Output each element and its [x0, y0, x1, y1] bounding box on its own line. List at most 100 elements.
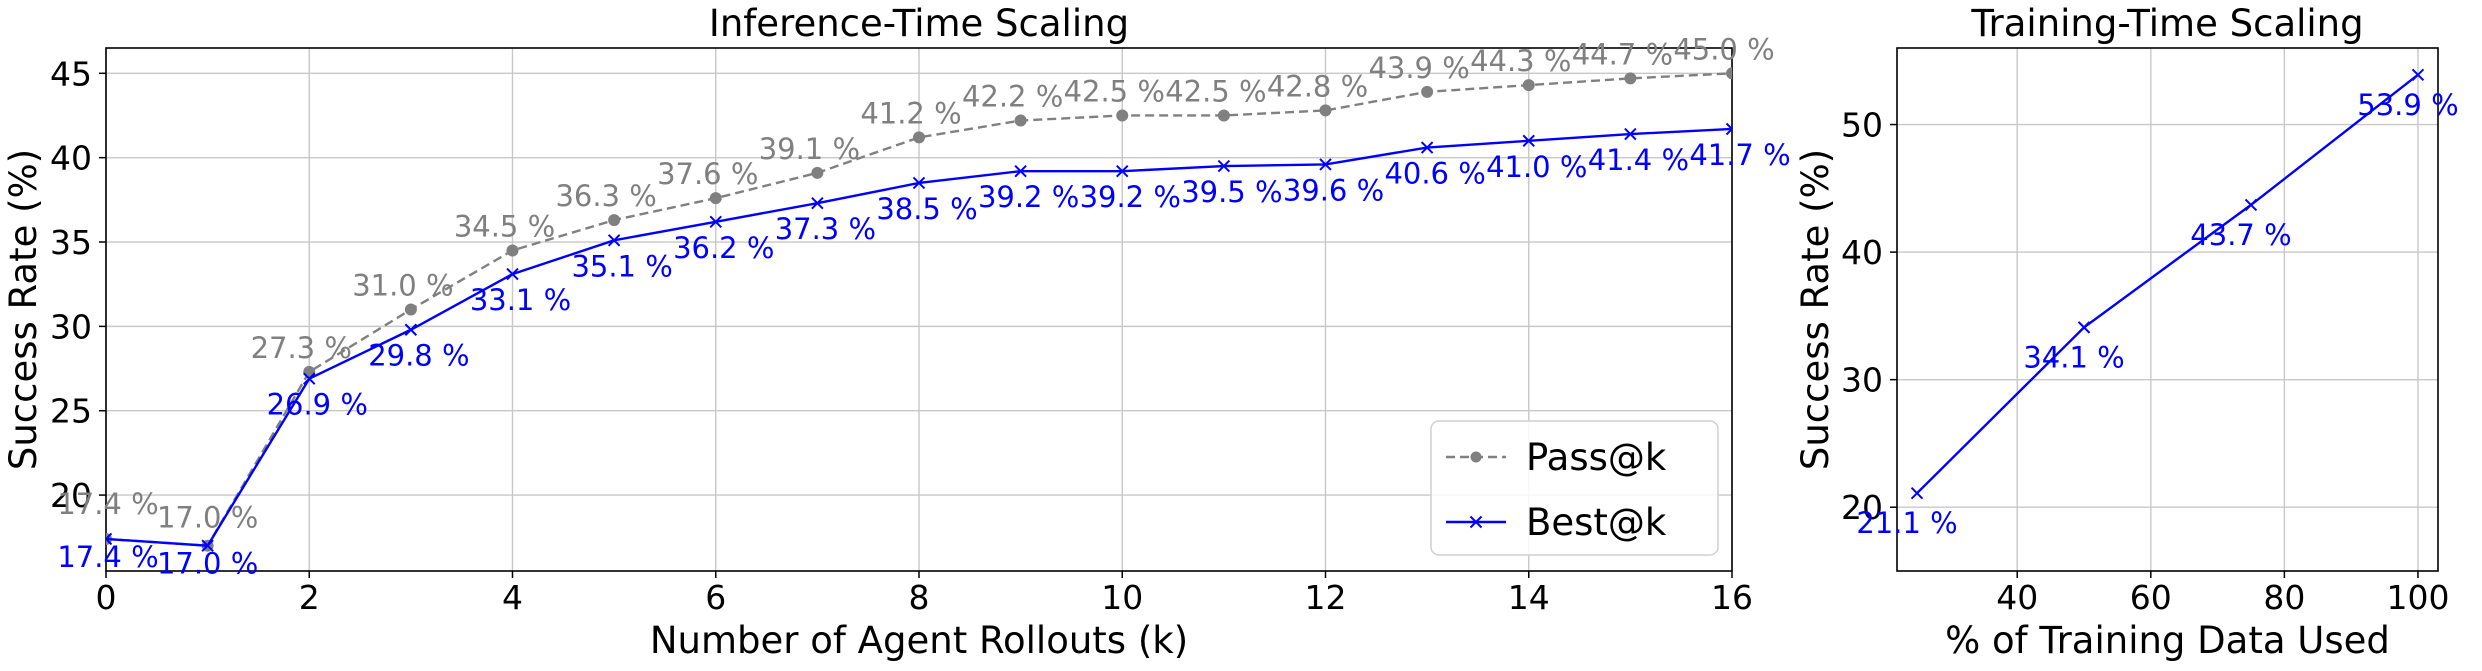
data-label: 39.5 % [1181, 175, 1282, 209]
data-label: 29.8 % [368, 339, 469, 373]
data-label: 53.9 % [2357, 88, 2458, 122]
data-point [1522, 134, 1535, 147]
x-tick-label: 80 [2263, 578, 2305, 617]
data-point [506, 267, 519, 281]
chart-title: Training-Time Scaling [1970, 2, 2363, 45]
data-label: 17.4 % [57, 487, 158, 521]
data-point [2077, 321, 2091, 334]
data-label: 41.7 % [1689, 138, 1790, 172]
x-tick-label: 10 [1101, 578, 1143, 617]
x-tick-label: 0 [96, 578, 117, 617]
data-point [506, 244, 519, 257]
data-label: 38.5 % [876, 192, 977, 226]
data-point [1725, 122, 1732, 136]
data-label: 43.9 % [1368, 51, 1469, 85]
data-label: 41.2 % [860, 96, 961, 130]
data-point [1522, 79, 1535, 92]
data-label: 41.4 % [1588, 143, 1689, 177]
series-pass-k: 17.4 %17.0 % 27.3 %31.0 %34.5 %36.3 %37.6… [57, 32, 1775, 552]
x-tick-label: 14 [1508, 578, 1550, 617]
y-tick-label: 50 [1841, 106, 1883, 145]
data-point [608, 214, 621, 227]
series-line: 21.1 % 34.1 % 43.7 % 53.9 % [1856, 68, 2459, 540]
data-point [2411, 68, 2425, 81]
series-best-k: 17.4 %17.0 %26.9 %29.8 %33.1 %35.1 %36.2… [57, 122, 1791, 581]
y-tick-label: 30 [50, 307, 92, 346]
data-label: 17.4 % [57, 540, 158, 574]
y-axis-label: Success Rate (%) [1794, 149, 1837, 470]
data-label: 42.5 % [1165, 74, 1266, 108]
data-label: 26.9 % [267, 388, 368, 422]
data-point [404, 323, 418, 336]
chart-title: Inference-Time Scaling [709, 2, 1129, 45]
y-tick-label: 35 [50, 223, 92, 262]
data-point [1910, 486, 1924, 500]
y-tick-label: 40 [50, 139, 92, 178]
data-point [1217, 159, 1231, 173]
data-label: 39.6 % [1283, 173, 1384, 207]
legend-label: Best@k [1526, 501, 1667, 544]
data-label: 43.7 % [2190, 218, 2291, 252]
x-tick-label: 100 [2386, 578, 2449, 617]
data-label: 44.3 % [1470, 44, 1571, 78]
x-tick-label: 16 [1711, 578, 1753, 617]
data-point [709, 192, 722, 205]
data-point [1726, 67, 1732, 80]
data-point [2244, 198, 2258, 212]
data-point [1624, 72, 1637, 85]
x-tick-label: 2 [299, 578, 320, 617]
data-label: 37.3 % [775, 212, 876, 246]
x-tick-label: 40 [1996, 578, 2038, 617]
data-label: 42.8 % [1267, 69, 1368, 103]
chart-inference: 0 2 4 6 8 10 12 14 16 20 25 30 35 40 45 Inference-Time … [2, 2, 1791, 662]
data-label: 27.3 % [251, 331, 352, 365]
data-label: 39.1 % [759, 132, 860, 166]
x-tick-label: 8 [909, 578, 930, 617]
y-tick-label: 45 [50, 54, 92, 93]
data-label: 17.0 % [157, 501, 258, 535]
data-point [1014, 114, 1027, 127]
data-label: 41.0 % [1486, 150, 1587, 184]
data-label: 40.6 % [1384, 157, 1485, 191]
data-point [303, 372, 316, 385]
legend: Pass@k Best@k [1430, 420, 1719, 556]
y-tick-label: 25 [50, 392, 92, 431]
data-point [201, 539, 214, 552]
data-label: 39.2 % [1080, 180, 1181, 214]
data-point [1319, 104, 1332, 117]
x-tick-label: 60 [2130, 578, 2172, 617]
data-point [913, 131, 925, 144]
data-point [1319, 158, 1332, 171]
data-label: 34.1 % [2023, 340, 2124, 374]
data-label: 33.1 % [470, 283, 571, 317]
data-label: 36.3 % [555, 179, 656, 213]
data-point [1116, 109, 1129, 122]
data-point [106, 532, 113, 546]
y-axis-label: Success Rate (%) [2, 149, 45, 470]
data-point [607, 234, 621, 247]
data-label: 21.1 % [1856, 506, 1957, 540]
y-tick-label: 20 [1841, 488, 1883, 527]
data-label: 35.1 % [571, 249, 672, 283]
y-tick-label: 30 [1841, 361, 1883, 400]
data-point [709, 215, 722, 228]
x-tick-label: 6 [705, 578, 726, 617]
legend-swatch-marker [1470, 451, 1482, 463]
x-axis-label: Number of Agent Rollouts (k) [650, 619, 1188, 662]
data-point [811, 166, 824, 179]
data-point [1624, 127, 1637, 141]
x-tick-label: 4 [502, 578, 523, 617]
data-point [1014, 164, 1027, 178]
data-label: 36.2 % [673, 231, 774, 265]
legend-label: Pass@k [1526, 436, 1667, 479]
data-point [1116, 164, 1129, 178]
x-tick-label: 12 [1305, 578, 1347, 617]
data-label: 45.0 % [1673, 32, 1774, 66]
data-label: 44.7 % [1572, 37, 1673, 71]
y-tick-label: 40 [1841, 233, 1883, 272]
data-point [1217, 109, 1230, 122]
plot-frame [1896, 47, 2439, 572]
data-point [1421, 85, 1434, 98]
